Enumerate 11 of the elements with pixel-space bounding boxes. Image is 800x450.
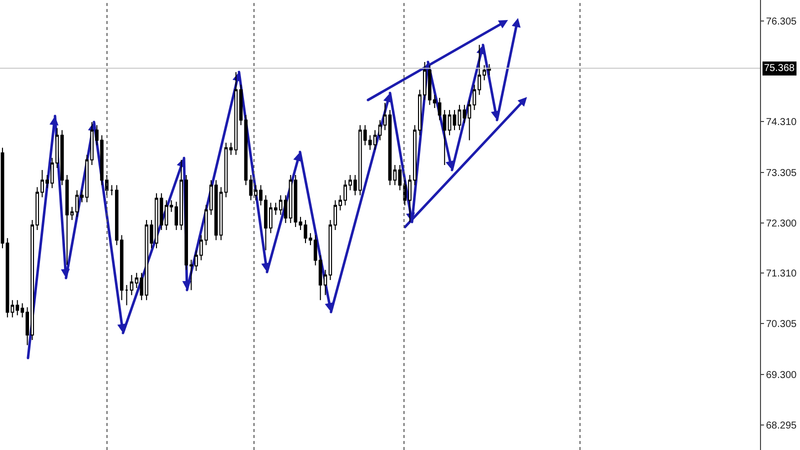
y-tick-label: 76.305: [766, 16, 798, 28]
y-tick-label: 74.310: [766, 117, 798, 128]
y-tick-label: 71.310: [766, 268, 798, 280]
y-tick-label: 72.300: [766, 218, 798, 230]
candlestick: [124, 284, 128, 306]
y-tick-label: 70.305: [766, 319, 798, 330]
y-tick-label: 73.305: [766, 168, 798, 179]
ref-line-label: 75.368: [764, 63, 796, 74]
y-tick-label: 68.295: [766, 420, 798, 432]
y-tick-label: 69.300: [766, 370, 798, 381]
candlestick: [110, 184, 114, 196]
